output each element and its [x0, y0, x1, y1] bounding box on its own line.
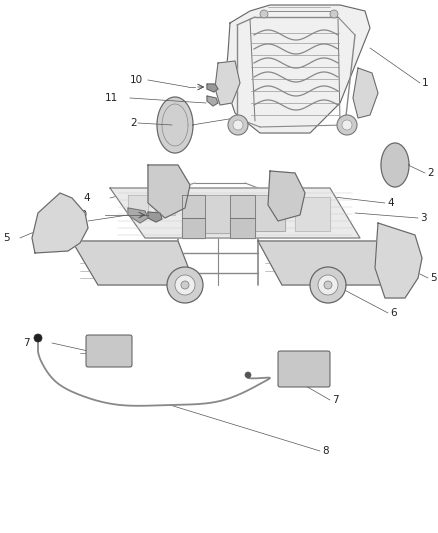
Circle shape: [337, 115, 357, 135]
Polygon shape: [381, 143, 409, 187]
Circle shape: [260, 10, 268, 18]
Polygon shape: [110, 188, 360, 238]
Polygon shape: [182, 218, 205, 238]
Text: 5: 5: [430, 273, 437, 283]
Polygon shape: [195, 195, 240, 233]
Text: 4: 4: [387, 198, 394, 208]
Circle shape: [181, 281, 189, 289]
Polygon shape: [230, 195, 255, 218]
Polygon shape: [353, 68, 378, 118]
Polygon shape: [148, 212, 162, 222]
Text: 1: 1: [422, 78, 429, 88]
Circle shape: [342, 120, 352, 130]
Text: 2: 2: [130, 118, 137, 128]
Circle shape: [324, 281, 332, 289]
Text: 7: 7: [332, 395, 339, 405]
Polygon shape: [225, 5, 370, 133]
Polygon shape: [128, 195, 148, 213]
Polygon shape: [230, 218, 255, 238]
Circle shape: [318, 275, 338, 295]
Circle shape: [330, 10, 338, 18]
Polygon shape: [268, 171, 305, 221]
Text: 3: 3: [420, 213, 427, 223]
Polygon shape: [155, 198, 175, 215]
Polygon shape: [215, 61, 240, 105]
FancyBboxPatch shape: [86, 335, 132, 367]
Circle shape: [245, 372, 251, 378]
FancyBboxPatch shape: [278, 351, 330, 387]
Circle shape: [228, 115, 248, 135]
Text: 5: 5: [4, 233, 10, 243]
Polygon shape: [157, 97, 193, 153]
Circle shape: [167, 267, 203, 303]
Text: 11: 11: [105, 93, 118, 103]
Text: 7: 7: [23, 338, 30, 348]
Circle shape: [175, 275, 195, 295]
Text: 8: 8: [322, 446, 328, 456]
Polygon shape: [148, 165, 190, 218]
Polygon shape: [375, 223, 422, 298]
Polygon shape: [295, 197, 330, 231]
Polygon shape: [245, 195, 285, 231]
Text: 10: 10: [130, 75, 143, 85]
Circle shape: [310, 267, 346, 303]
Text: 9: 9: [65, 216, 72, 226]
Polygon shape: [72, 241, 195, 285]
Text: 10: 10: [75, 210, 88, 220]
Polygon shape: [258, 241, 395, 285]
Text: 4: 4: [83, 193, 90, 203]
Polygon shape: [207, 96, 218, 106]
Text: 2: 2: [427, 168, 434, 178]
Polygon shape: [32, 193, 88, 253]
Polygon shape: [207, 84, 218, 92]
Polygon shape: [182, 195, 205, 218]
Text: 6: 6: [390, 308, 397, 318]
Circle shape: [34, 334, 42, 342]
Polygon shape: [128, 208, 148, 223]
Circle shape: [233, 120, 243, 130]
